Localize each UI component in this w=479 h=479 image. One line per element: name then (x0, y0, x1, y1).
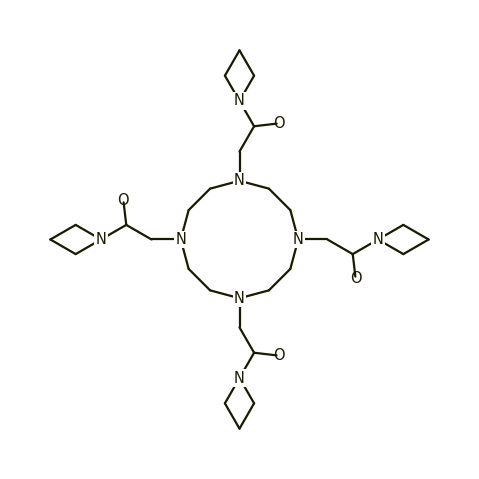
Text: N: N (175, 232, 186, 247)
Text: O: O (350, 272, 362, 286)
Text: N: N (234, 93, 245, 108)
Text: O: O (117, 193, 129, 207)
Text: N: N (95, 232, 106, 247)
Text: N: N (293, 232, 304, 247)
Text: O: O (273, 348, 285, 363)
Text: N: N (234, 173, 245, 188)
Text: N: N (373, 232, 384, 247)
Text: N: N (234, 291, 245, 306)
Text: O: O (273, 116, 285, 131)
Text: N: N (234, 371, 245, 386)
